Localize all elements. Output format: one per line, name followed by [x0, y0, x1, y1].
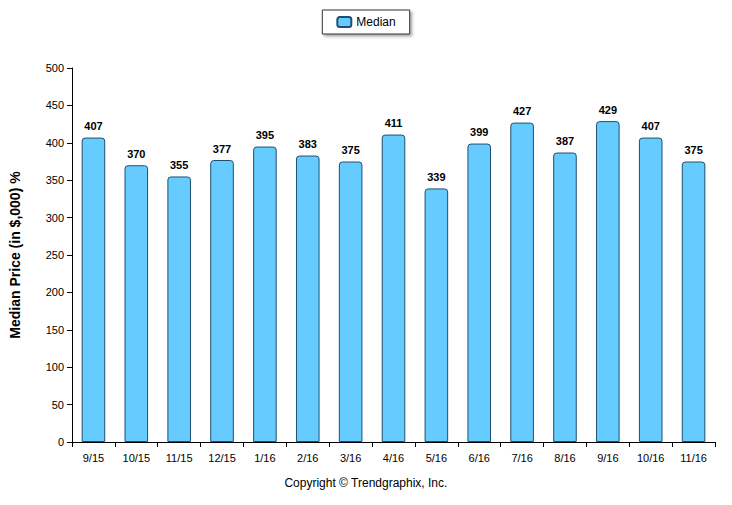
svg-text:0: 0 — [58, 436, 64, 448]
svg-text:150: 150 — [46, 324, 64, 336]
svg-text:7/16: 7/16 — [511, 452, 532, 464]
svg-text:383: 383 — [299, 138, 317, 150]
svg-text:11/16: 11/16 — [680, 452, 707, 464]
svg-text:3/16: 3/16 — [340, 452, 361, 464]
svg-text:50: 50 — [52, 399, 64, 411]
svg-text:6/16: 6/16 — [469, 452, 490, 464]
svg-text:10/15: 10/15 — [123, 452, 151, 464]
svg-text:250: 250 — [46, 249, 64, 261]
svg-text:1/16: 1/16 — [254, 452, 275, 464]
svg-text:5/16: 5/16 — [426, 452, 447, 464]
svg-text:411: 411 — [385, 117, 403, 129]
svg-text:377: 377 — [213, 143, 231, 155]
svg-text:11/15: 11/15 — [166, 452, 193, 464]
svg-text:8/16: 8/16 — [554, 452, 575, 464]
svg-text:375: 375 — [684, 144, 702, 156]
svg-text:100: 100 — [46, 361, 64, 373]
svg-text:407: 407 — [642, 120, 660, 132]
svg-text:400: 400 — [46, 137, 64, 149]
svg-text:10/16: 10/16 — [637, 452, 665, 464]
svg-text:2/16: 2/16 — [297, 452, 318, 464]
svg-text:355: 355 — [170, 159, 188, 171]
svg-text:500: 500 — [46, 62, 64, 74]
svg-text:395: 395 — [256, 129, 274, 141]
svg-text:12/15: 12/15 — [208, 452, 236, 464]
svg-text:387: 387 — [556, 135, 574, 147]
svg-text:450: 450 — [46, 99, 64, 111]
svg-text:350: 350 — [46, 174, 64, 186]
svg-text:429: 429 — [599, 104, 617, 116]
svg-text:399: 399 — [470, 126, 488, 138]
svg-text:200: 200 — [46, 286, 64, 298]
svg-text:407: 407 — [84, 120, 102, 132]
svg-text:Copyright © Trendgraphix, Inc.: Copyright © Trendgraphix, Inc. — [284, 476, 447, 490]
svg-text:370: 370 — [127, 148, 145, 160]
svg-text:9/16: 9/16 — [597, 452, 618, 464]
svg-text:Median: Median — [356, 15, 395, 29]
svg-text:Median Price (in $,000) %: Median Price (in $,000) % — [7, 171, 23, 339]
svg-text:4/16: 4/16 — [383, 452, 404, 464]
svg-text:300: 300 — [46, 212, 64, 224]
svg-text:375: 375 — [341, 144, 359, 156]
svg-text:9/15: 9/15 — [83, 452, 104, 464]
svg-text:427: 427 — [513, 105, 531, 117]
svg-text:339: 339 — [427, 171, 445, 183]
